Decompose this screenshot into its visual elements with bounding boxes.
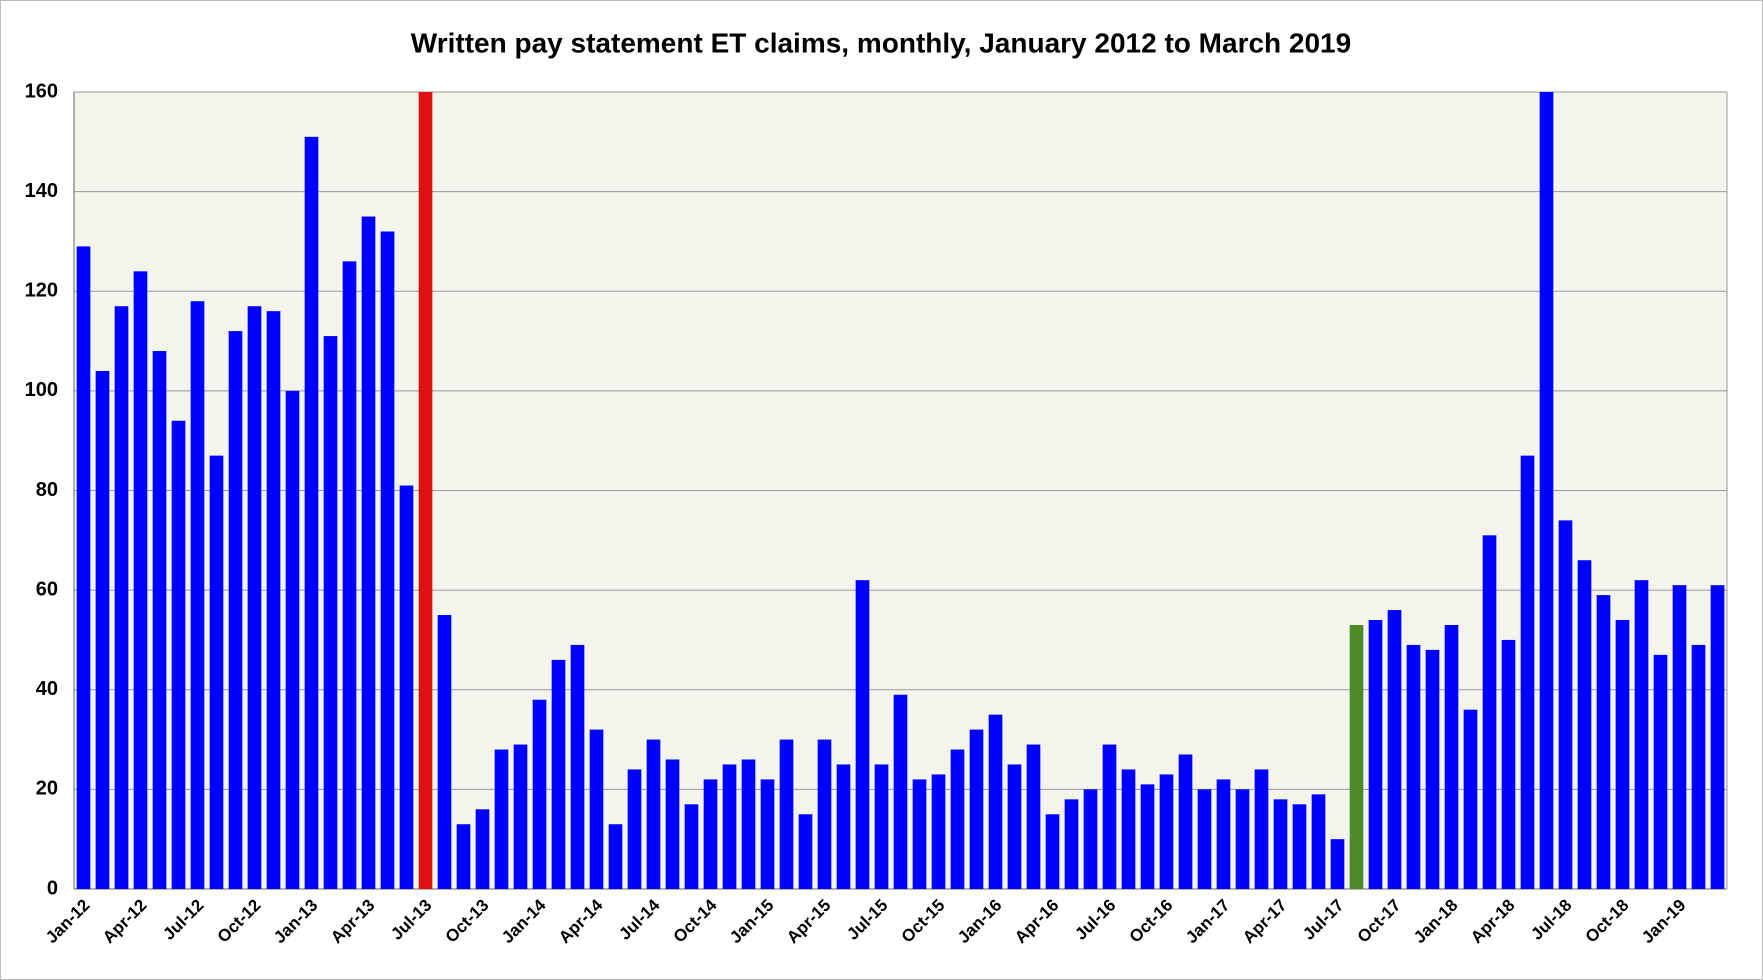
bar bbox=[722, 764, 737, 889]
bar bbox=[1653, 654, 1668, 889]
bar bbox=[380, 231, 395, 890]
bar bbox=[931, 774, 946, 889]
bar bbox=[1102, 744, 1117, 889]
bar bbox=[95, 370, 110, 889]
chart-title: Written pay statement ET claims, monthly… bbox=[411, 27, 1351, 58]
bar bbox=[1482, 535, 1497, 889]
bar bbox=[1197, 789, 1212, 889]
bar bbox=[703, 779, 718, 889]
bar bbox=[114, 306, 129, 890]
bar bbox=[171, 420, 186, 889]
bar bbox=[798, 814, 813, 889]
bar bbox=[342, 261, 357, 889]
bar bbox=[76, 246, 91, 889]
bar bbox=[912, 779, 927, 889]
bar bbox=[1140, 784, 1155, 889]
bar bbox=[1254, 769, 1269, 889]
bar bbox=[627, 769, 642, 889]
bar bbox=[1349, 624, 1364, 889]
bar bbox=[589, 729, 604, 889]
bar bbox=[228, 331, 243, 890]
bar bbox=[475, 809, 490, 889]
bar bbox=[266, 311, 281, 889]
bar bbox=[760, 779, 775, 889]
bar bbox=[1501, 639, 1516, 889]
bar bbox=[1273, 799, 1288, 889]
y-tick-label: 120 bbox=[25, 280, 58, 302]
bar bbox=[133, 271, 148, 889]
bar bbox=[532, 699, 547, 889]
bar bbox=[1520, 455, 1535, 889]
bar bbox=[513, 744, 528, 889]
bar bbox=[684, 804, 699, 889]
bar bbox=[1463, 709, 1478, 889]
bar bbox=[437, 615, 452, 889]
bar bbox=[1558, 520, 1573, 889]
bar bbox=[1672, 585, 1687, 889]
bar bbox=[1292, 804, 1307, 889]
bar bbox=[1406, 644, 1421, 889]
bar bbox=[817, 739, 832, 889]
bar bbox=[247, 306, 262, 890]
bar bbox=[209, 455, 224, 889]
bar bbox=[1064, 799, 1079, 889]
bar bbox=[1691, 644, 1706, 889]
bar bbox=[418, 92, 433, 889]
bar bbox=[855, 580, 870, 889]
bar bbox=[779, 739, 794, 889]
bar bbox=[1596, 595, 1611, 889]
bar bbox=[1121, 769, 1136, 889]
bar bbox=[950, 749, 965, 889]
y-tick-label: 20 bbox=[36, 778, 58, 800]
bar bbox=[988, 714, 1003, 889]
bar bbox=[836, 764, 851, 889]
bar bbox=[1045, 814, 1060, 889]
bar bbox=[1710, 585, 1725, 889]
bar bbox=[323, 336, 338, 889]
bar bbox=[399, 485, 414, 889]
bar bbox=[1159, 774, 1174, 889]
y-tick-label: 100 bbox=[25, 379, 58, 401]
bar bbox=[304, 136, 319, 890]
bar bbox=[1216, 779, 1231, 889]
bar bbox=[1083, 789, 1098, 889]
bar bbox=[1634, 580, 1649, 889]
y-tick-label: 140 bbox=[25, 180, 58, 202]
y-tick-label: 160 bbox=[25, 80, 58, 102]
bar bbox=[494, 749, 509, 889]
bar bbox=[1387, 610, 1402, 889]
y-tick-label: 40 bbox=[36, 678, 58, 700]
bar bbox=[608, 824, 623, 889]
bar bbox=[1311, 794, 1326, 889]
bar bbox=[1539, 92, 1554, 889]
bar bbox=[456, 824, 471, 889]
bar bbox=[646, 739, 661, 889]
bar bbox=[570, 644, 585, 889]
bar bbox=[969, 729, 984, 889]
bar bbox=[1615, 620, 1630, 889]
bar bbox=[285, 390, 300, 889]
bar bbox=[152, 351, 167, 889]
bar bbox=[551, 659, 566, 889]
bar bbox=[1178, 754, 1193, 889]
y-tick-label: 60 bbox=[36, 578, 58, 600]
bar bbox=[1235, 789, 1250, 889]
y-tick-label: 80 bbox=[36, 479, 58, 501]
bar bbox=[665, 759, 680, 889]
bar bbox=[741, 759, 756, 889]
bar bbox=[893, 694, 908, 889]
bar bbox=[1368, 620, 1383, 889]
bar bbox=[1425, 649, 1440, 889]
bar bbox=[1330, 839, 1345, 889]
bar bbox=[1026, 744, 1041, 889]
bar bbox=[1577, 560, 1592, 889]
bar bbox=[361, 216, 376, 889]
bar bbox=[190, 301, 205, 889]
bar bbox=[1007, 764, 1022, 889]
y-tick-label: 0 bbox=[47, 877, 58, 899]
bar bbox=[1444, 624, 1459, 889]
bar bbox=[874, 764, 889, 889]
